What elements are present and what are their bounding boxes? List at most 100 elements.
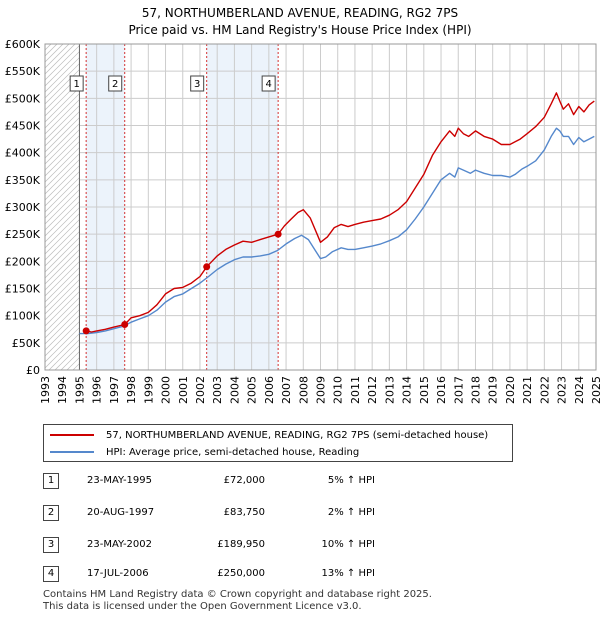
y-tick-label: £150K	[5, 283, 41, 296]
hatch-line	[44, 99, 80, 135]
hatch-line	[44, 231, 80, 267]
hatch-line	[44, 117, 80, 153]
x-tick-label: 2016	[435, 376, 448, 404]
hatch-line	[66, 357, 80, 371]
footer-copyright: Contains HM Land Registry data © Crown c…	[43, 589, 432, 600]
hatch-line	[44, 195, 80, 231]
hatch-line	[44, 147, 80, 183]
y-tick-label: £100K	[5, 310, 41, 323]
sale-hpi-change: 13% ↑ HPI	[321, 568, 375, 579]
x-tick-label: 2006	[263, 376, 276, 404]
hatch-line	[44, 57, 80, 93]
y-tick-label: £400K	[5, 147, 41, 160]
hatch-line	[44, 243, 80, 279]
chart-subtitle: Price paid vs. HM Land Registry's House …	[128, 23, 472, 37]
sale-labels-layer: 1 2 3 4	[69, 75, 276, 92]
hatch-line	[44, 135, 80, 171]
sale-label-text: 2	[112, 79, 118, 90]
sale-hpi-change: 5% ↑ HPI	[327, 475, 375, 486]
sale-hpi-change: 2% ↑ HPI	[327, 507, 375, 518]
hatch-line	[44, 297, 80, 333]
x-tick-label: 1995	[73, 376, 86, 404]
hatch-line	[44, 43, 52, 51]
hatch-line	[60, 351, 80, 371]
x-tick-label: 2023	[556, 376, 569, 404]
y-tick-label: £200K	[5, 255, 41, 268]
y-tick-label: £350K	[5, 174, 41, 187]
x-tick-label: 2004	[228, 376, 241, 404]
legend-item-property: 57, NORTHUMBERLAND AVENUE, READING, RG2 …	[50, 427, 488, 443]
x-tick-label: 2012	[366, 376, 379, 404]
footer: Contains HM Land Registry data © Crown c…	[43, 589, 432, 613]
hatch-line	[44, 315, 80, 351]
hatch-line	[44, 303, 80, 339]
hatch-line	[44, 255, 80, 291]
sale-number-badge: 4	[43, 566, 59, 582]
x-tick-label: 2008	[297, 376, 310, 404]
hatch-line	[44, 207, 80, 243]
hatch-line	[44, 165, 80, 201]
sale-markers-layer	[82, 230, 282, 335]
plot-frame	[44, 43, 597, 371]
hatch-line	[44, 285, 80, 321]
hatch-line	[44, 237, 80, 273]
sale-label-box	[190, 75, 205, 92]
x-tick-label: 2017	[452, 376, 465, 404]
y-tick-label: £500K	[5, 92, 41, 105]
hatch-line	[44, 279, 80, 315]
hatch-line	[44, 159, 80, 195]
x-tick-label: 2024	[573, 376, 586, 404]
x-tick-label: 1998	[125, 376, 138, 404]
sale-marker	[82, 327, 90, 335]
series-layer	[79, 92, 595, 335]
hatch-line	[44, 153, 80, 189]
x-tick-label: 1999	[142, 376, 155, 404]
sale-label-box	[261, 75, 276, 92]
hatch-line	[44, 219, 80, 255]
sale-date: 23-MAY-2002	[87, 539, 153, 550]
table-row: 4 17-JUL-2006 £250,000 13% ↑ HPI	[43, 566, 403, 584]
y-tick-label: £550K	[5, 65, 41, 78]
hatch-line	[44, 333, 80, 369]
x-tick-label: 2005	[246, 376, 259, 404]
sale-hpi-change: 10% ↑ HPI	[321, 539, 375, 550]
hatch-line	[44, 171, 80, 207]
x-tick-label: 2025	[590, 376, 600, 404]
x-tick-label: 1993	[39, 376, 52, 404]
hatch-line	[44, 63, 80, 99]
legend-label-property: 57, NORTHUMBERLAND AVENUE, READING, RG2 …	[106, 429, 489, 441]
hatch-line	[44, 177, 80, 213]
x-tick-label: 2021	[521, 376, 534, 404]
x-tick-label: 2020	[504, 376, 517, 404]
x-tick-label: 2022	[538, 376, 551, 404]
y-tick-label: £50K	[12, 337, 41, 350]
hatch-line	[44, 87, 80, 123]
hatch-line	[44, 189, 80, 225]
sale-label-box	[69, 75, 84, 92]
hatch-line	[44, 129, 80, 165]
sale-number-badge: 1	[43, 473, 59, 489]
sale-date: 23-MAY-1995	[87, 475, 153, 486]
sale-label-text: 1	[73, 79, 79, 90]
table-row: 2 20-AUG-1997 £83,750 2% ↑ HPI	[43, 505, 403, 523]
x-tick-label: 2018	[469, 376, 482, 404]
hatch-line	[44, 111, 80, 147]
legend-item-hpi: HPI: Average price, semi-detached house,…	[50, 444, 359, 460]
sale-number-badge: 3	[43, 537, 59, 553]
sale-price: £250,000	[217, 568, 265, 579]
hatch-line	[44, 141, 80, 177]
hatch-line	[44, 43, 76, 75]
x-tick-label: 2007	[280, 376, 293, 404]
y-tick-label: £300K	[5, 201, 41, 214]
y-tick-label: £450K	[5, 120, 41, 133]
hatch-line	[44, 93, 80, 129]
sale-number-badge: 2	[43, 505, 59, 521]
x-tick-label: 2019	[487, 376, 500, 404]
hatch-line	[72, 363, 80, 371]
x-tick-label: 2011	[349, 376, 362, 404]
axes-layer: £0 £50K £100K £150K £200K £250K £300K £350K £400…	[5, 38, 600, 404]
sale-marker	[121, 320, 129, 328]
hatch-line	[44, 261, 80, 297]
hatch-line	[44, 105, 80, 141]
x-tick-label: 2001	[177, 376, 190, 404]
